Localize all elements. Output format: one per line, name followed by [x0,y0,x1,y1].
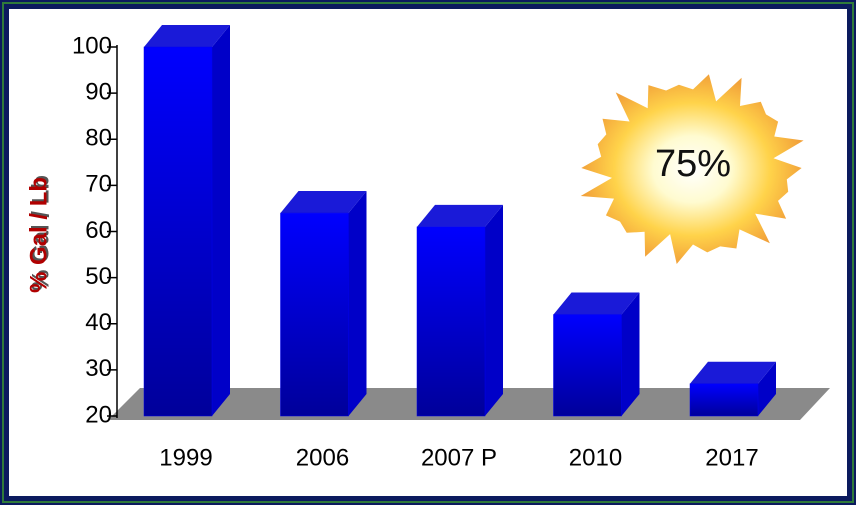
y-tick-label: 40 [85,309,112,336]
bar [553,314,622,417]
y-tick-label: 20 [85,401,112,428]
y-label-shadow: % Gal / Lb [27,175,54,291]
x-tick-label: 2010 [569,444,622,471]
y-tick-label: 90 [85,78,112,105]
bar-top [280,191,367,214]
x-tick-label: 2006 [296,444,349,471]
bar-top [553,292,640,315]
y-axis-label: % Gal / Lb [25,177,52,293]
bar-side [212,25,230,416]
bar-top [144,25,230,47]
x-tick-label: 2017 [705,444,758,471]
y-tick-label: 100 [72,32,112,59]
y-tick-label: 60 [85,217,112,244]
x-tick-label: 2007 P [421,444,497,471]
bar [689,383,759,417]
bar [416,226,486,417]
y-tick-label: 80 [85,125,112,152]
bar [280,212,349,417]
bar-side [621,292,640,416]
y-tick-label: 30 [85,355,112,382]
bar [143,46,213,417]
annotation: 75% [655,143,731,185]
bar-side [485,204,503,416]
y-tick-label: 50 [85,263,112,290]
bar-top [417,204,503,227]
bar-side [758,361,776,416]
bar-side [348,191,367,416]
x-tick-label: 1999 [159,444,212,471]
starburst [580,74,804,264]
y-tick-label: 70 [85,171,112,198]
bar-top [690,361,776,384]
